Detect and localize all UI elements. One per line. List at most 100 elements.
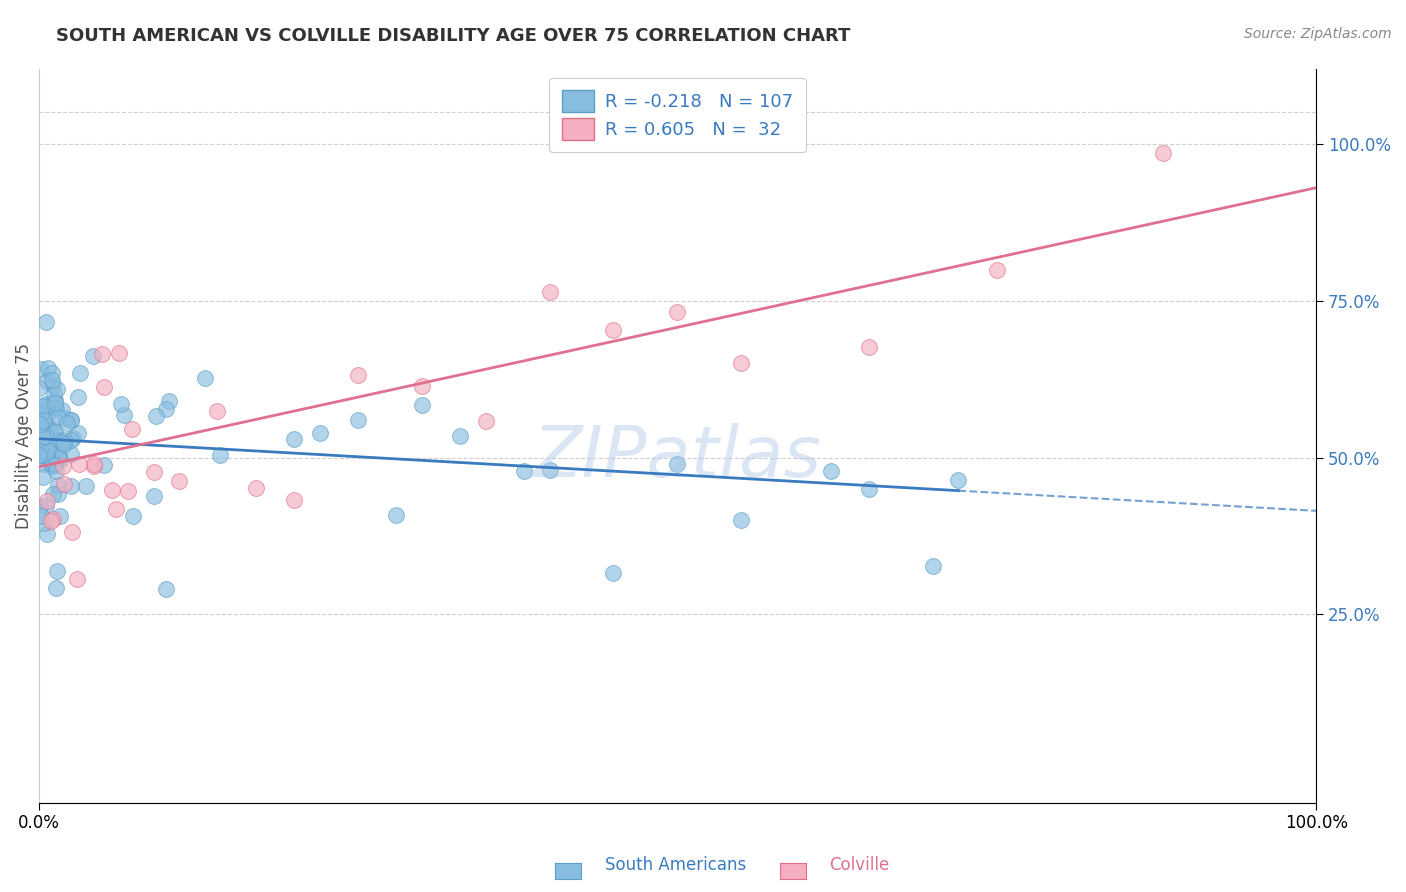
Point (30, 508, 52, 523)
Point (83, 457, 105, 471)
Point (411, 378, 433, 392)
Point (30, 443, 52, 458)
Point (121, 422, 143, 436)
Point (37, 494, 59, 508)
Point (60, 412, 83, 426)
Point (93, 458, 115, 473)
Point (474, 414, 496, 428)
Point (167, 474, 190, 488)
Point (145, 409, 167, 423)
Point (155, 402, 177, 417)
Point (67, 426, 90, 441)
Point (32, 399, 55, 413)
Point (48, 450, 70, 465)
Point (45, 582, 67, 596)
Point (30, 417, 52, 431)
Point (32, 413, 55, 427)
Point (193, 371, 215, 385)
Point (60, 479, 83, 493)
Point (62, 431, 84, 445)
Point (730, 513, 752, 527)
Point (69, 457, 91, 471)
Point (34, 429, 56, 443)
Point (41, 487, 63, 501)
Point (538, 285, 561, 299)
Point (142, 465, 165, 479)
Point (858, 341, 880, 355)
Text: Source: ZipAtlas.com: Source: ZipAtlas.com (1244, 27, 1392, 41)
Text: Colville: Colville (830, 855, 890, 873)
Point (986, 262, 1008, 277)
Point (37, 361, 59, 376)
Point (283, 492, 305, 507)
Point (39, 396, 62, 410)
Point (82, 349, 104, 363)
Point (31, 430, 53, 444)
Point (104, 502, 127, 516)
Point (83, 458, 105, 473)
Point (59, 413, 82, 427)
Point (53, 476, 76, 491)
Point (411, 398, 433, 412)
Text: ZIPatlas: ZIPatlas (533, 423, 823, 492)
Point (208, 448, 231, 462)
Point (157, 393, 180, 408)
Point (44, 395, 66, 409)
Point (75, 479, 97, 493)
Point (44, 442, 66, 456)
Point (1152, 146, 1174, 161)
Point (922, 559, 945, 574)
Point (30, 500, 52, 514)
Point (117, 484, 139, 499)
Point (48, 450, 70, 464)
Text: South Americans: South Americans (605, 855, 745, 873)
Point (666, 305, 689, 319)
Point (42, 423, 65, 437)
Point (51, 434, 73, 449)
Point (308, 425, 330, 440)
Point (283, 433, 305, 447)
Point (52, 437, 75, 451)
Point (207, 404, 229, 418)
Text: SOUTH AMERICAN VS COLVILLE DISABILITY AGE OVER 75 CORRELATION CHART: SOUTH AMERICAN VS COLVILLE DISABILITY AG… (56, 27, 851, 45)
Point (55, 411, 77, 425)
Point (112, 408, 135, 422)
Point (35, 374, 58, 388)
Point (34, 450, 56, 464)
Point (41, 514, 63, 528)
Point (44, 425, 66, 439)
Point (538, 463, 561, 477)
Point (37, 418, 59, 433)
Point (245, 482, 267, 496)
Point (41, 366, 63, 380)
Point (820, 464, 842, 478)
Point (100, 483, 122, 498)
Point (32, 457, 55, 471)
Point (53, 434, 76, 448)
Point (69, 366, 91, 380)
Point (91, 346, 114, 360)
Point (28, 448, 51, 462)
Point (602, 566, 624, 581)
Legend: R = -0.218   N = 107, R = 0.605   N =  32: R = -0.218 N = 107, R = 0.605 N = 32 (548, 78, 806, 153)
Point (41, 377, 63, 392)
Point (37, 449, 59, 463)
Point (32, 516, 55, 530)
Point (42, 512, 65, 526)
Point (46, 409, 69, 424)
Point (35, 315, 58, 329)
Point (32, 448, 55, 462)
Point (93, 380, 115, 394)
Point (948, 473, 970, 487)
Point (60, 525, 83, 540)
Point (49, 452, 72, 467)
Point (52, 458, 75, 473)
Point (49, 509, 72, 524)
Point (347, 413, 370, 427)
Point (385, 508, 408, 522)
Point (42, 456, 65, 470)
Point (39, 423, 62, 437)
Point (38, 442, 60, 457)
Point (59, 433, 82, 447)
Point (666, 457, 689, 471)
